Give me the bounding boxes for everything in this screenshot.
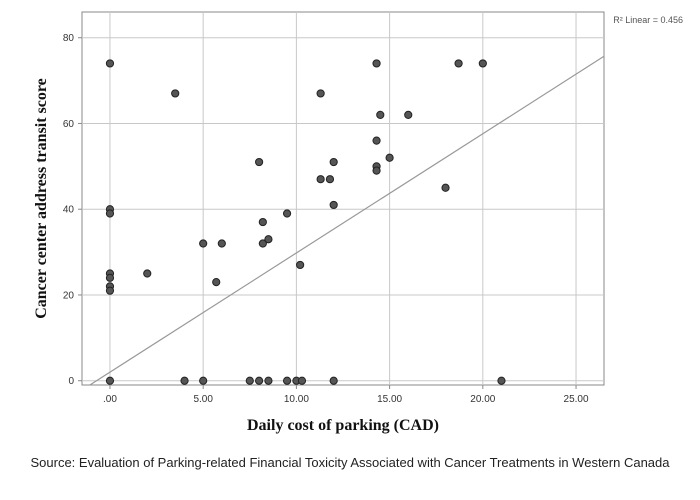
fit-line-group: [89, 55, 605, 386]
x-tick-label: 20.00: [470, 394, 495, 405]
x-axis-ticks: .00 5.00 10.00 15.00 20.00 25.00: [103, 385, 589, 405]
data-point: [372, 166, 381, 175]
data-point: [258, 239, 267, 248]
data-point: [282, 209, 292, 218]
y-tick-label: 40: [63, 205, 75, 216]
data-point: [212, 278, 221, 287]
fit-line: [89, 55, 605, 386]
data-point: [258, 217, 267, 227]
data-point: [325, 175, 335, 184]
data-point: [199, 239, 208, 248]
data-point: [297, 376, 307, 385]
x-tick-label: 15.00: [377, 394, 402, 405]
x-tick-label: .00: [103, 394, 117, 405]
plot-area: [81, 11, 605, 386]
y-tick-label: 0: [68, 376, 74, 387]
y-tick-label: 60: [63, 119, 75, 130]
data-point: [105, 209, 115, 218]
data-point: [329, 376, 338, 385]
data-point: [245, 376, 254, 385]
data-point: [180, 376, 189, 385]
data-points: [105, 59, 506, 385]
data-point: [143, 269, 152, 278]
data-point: [255, 157, 264, 167]
data-point: [316, 89, 325, 98]
y-tick-label: 80: [63, 33, 75, 44]
data-point: [404, 110, 413, 119]
data-point: [282, 376, 292, 385]
x-tick-label: 10.00: [284, 394, 309, 405]
data-point: [478, 59, 487, 68]
data-point: [105, 376, 115, 385]
data-point: [264, 235, 273, 244]
data-point: [217, 239, 226, 248]
data-point: [199, 376, 208, 385]
data-point: [441, 183, 450, 192]
r2-label: R² Linear = 0.456: [613, 15, 683, 25]
data-point: [454, 59, 463, 68]
data-point: [316, 175, 325, 184]
y-axis-ticks: 0 20 40 60 80: [63, 33, 82, 387]
data-point: [497, 376, 506, 385]
data-point: [264, 376, 273, 385]
data-point: [329, 200, 338, 210]
data-point: [296, 260, 305, 270]
x-tick-label: 25.00: [564, 394, 589, 405]
y-axis-title: Cancer center address transit score: [33, 78, 50, 319]
data-point: [255, 376, 264, 385]
data-point: [105, 273, 115, 282]
x-axis-title: Daily cost of parking (CAD): [247, 417, 439, 434]
y-tick-label: 20: [63, 290, 75, 301]
x-tick-label: 5.00: [193, 394, 213, 405]
data-point: [376, 110, 385, 119]
data-point: [372, 136, 381, 145]
data-point: [385, 153, 394, 162]
data-point: [105, 286, 115, 295]
data-point: [171, 89, 180, 98]
data-point: [105, 59, 115, 68]
source-caption: Source: Evaluation of Parking-related Fi…: [30, 455, 670, 470]
data-point: [372, 59, 381, 68]
data-point: [329, 157, 338, 167]
